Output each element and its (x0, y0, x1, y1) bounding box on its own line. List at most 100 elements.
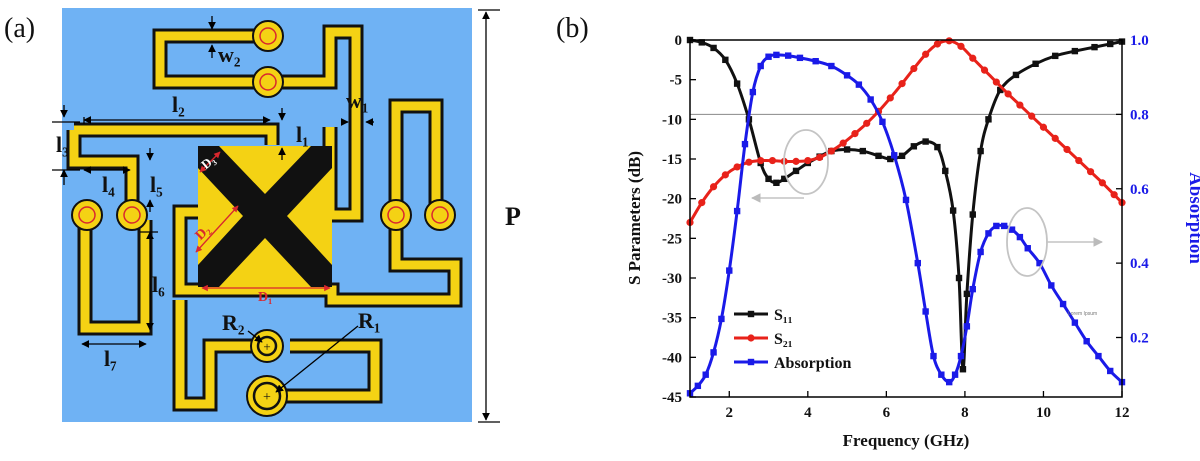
data-point-s21 (910, 64, 918, 73)
dimension-labels: w₂ w₁ l₂ l₁ l₃ l₄ l₅ l₆ l₇ D₁ D₂ D₃ R₂ R… (56, 42, 521, 371)
y-tick-label-left: -5 (670, 73, 683, 89)
data-point-s11 (710, 44, 717, 52)
data-point-absorption (784, 52, 792, 59)
s-parameter-annotation-ellipse (783, 129, 829, 195)
data-point-s11 (887, 155, 894, 163)
data-point-s21 (827, 147, 835, 155)
data-point-absorption (843, 72, 851, 79)
data-point-absorption (1036, 259, 1043, 267)
label-d1: D₁ (258, 290, 272, 305)
y-tick-label-left: -40 (662, 350, 682, 366)
resistor-r2: + (250, 329, 284, 363)
data-point-absorption (773, 51, 780, 59)
legend-entry-absorption: Absorption (774, 355, 851, 372)
data-point-s11 (722, 56, 729, 64)
data-point-absorption (914, 259, 921, 267)
cross-resonator (198, 146, 332, 287)
data-point-s11 (773, 179, 780, 186)
label-r2: R₂ (222, 310, 245, 335)
data-point-absorption (741, 140, 749, 148)
pad (116, 199, 148, 231)
label-w2: w₂ (218, 42, 241, 67)
data-point-absorption (694, 382, 702, 390)
data-point-s21 (721, 171, 729, 179)
data-point-s11 (1071, 47, 1079, 55)
data-point-s21 (980, 66, 989, 74)
data-point-s11 (859, 147, 866, 155)
pad (252, 66, 284, 98)
data-point-s11 (997, 86, 1004, 94)
data-point-s21 (816, 153, 824, 162)
y-axis-title-left: S Parameters (dB) (625, 151, 644, 285)
data-point-absorption (1107, 367, 1114, 375)
x-tick-label: 12 (1115, 405, 1130, 421)
data-point-s21 (1051, 134, 1059, 142)
y-tick-label-right: 0.4 (1130, 256, 1149, 272)
y-tick-label-right: 0.2 (1130, 331, 1149, 347)
data-point-s21 (1098, 179, 1106, 187)
x-tick-label: 4 (804, 405, 812, 421)
x-tick-label: 10 (1036, 405, 1051, 421)
y-tick-label-left: -20 (662, 192, 682, 208)
data-point-s21 (1039, 123, 1048, 131)
pad (252, 20, 284, 52)
data-point-s11 (781, 175, 788, 183)
data-point-absorption (726, 267, 733, 274)
data-point-s21 (898, 80, 906, 88)
data-point-s11 (765, 175, 772, 183)
x-tick-label: 8 (961, 405, 969, 421)
y-tick-label-left: -35 (662, 311, 682, 327)
dimension-lines-red (195, 151, 331, 292)
data-point-absorption (796, 54, 804, 62)
data-point-s21 (863, 119, 871, 127)
y-tick-label-left: -15 (662, 152, 682, 168)
legend-swatch-marker (747, 358, 755, 366)
data-point-s11 (898, 152, 906, 160)
data-point-absorption (749, 88, 757, 96)
data-point-absorption (1059, 300, 1067, 308)
y-tick-label-left: -10 (662, 112, 682, 128)
data-point-absorption (969, 285, 976, 293)
data-point-s11 (955, 274, 963, 282)
data-point-s11 (949, 207, 957, 214)
data-point-s11 (1012, 71, 1020, 79)
data-point-absorption (812, 57, 819, 65)
data-point-s21 (922, 50, 930, 58)
data-point-s11 (1032, 60, 1039, 67)
data-point-s11 (733, 80, 741, 87)
plot-frame (689, 39, 1123, 398)
data-point-absorption (957, 352, 965, 360)
label-l2: l₂ (172, 92, 185, 117)
data-point-s21 (792, 157, 800, 165)
data-point-s21 (745, 158, 753, 166)
pad (424, 199, 456, 231)
data-point-s21 (1075, 156, 1083, 165)
data-point-s11 (969, 211, 976, 218)
data-point-absorption (733, 207, 741, 215)
data-point-absorption (1024, 245, 1031, 252)
data-point-absorption (902, 196, 910, 204)
data-point-absorption (1083, 338, 1090, 345)
pad (380, 199, 412, 231)
data-point-s21 (992, 78, 1000, 86)
data-point-s11 (698, 39, 705, 46)
data-point-absorption (993, 222, 1000, 230)
data-point-s21 (757, 156, 765, 165)
data-point-absorption (951, 371, 959, 378)
x-tick-label: 2 (726, 405, 734, 421)
series-absorption (686, 51, 1126, 397)
pad (71, 199, 103, 231)
label-l3: l₃ (56, 132, 69, 157)
data-point-s11 (792, 167, 800, 175)
data-point-absorption (1071, 319, 1079, 326)
absorption-annotation-ellipse (1006, 207, 1048, 277)
data-point-absorption (702, 371, 709, 378)
data-point-s21 (886, 94, 894, 102)
label-l4: l₄ (102, 172, 115, 197)
data-point-s11 (963, 290, 971, 298)
y-tick-label-left: -25 (662, 231, 682, 247)
data-point-s21 (945, 37, 953, 45)
label-l7: l₇ (104, 346, 117, 371)
data-point-s11 (985, 116, 992, 123)
